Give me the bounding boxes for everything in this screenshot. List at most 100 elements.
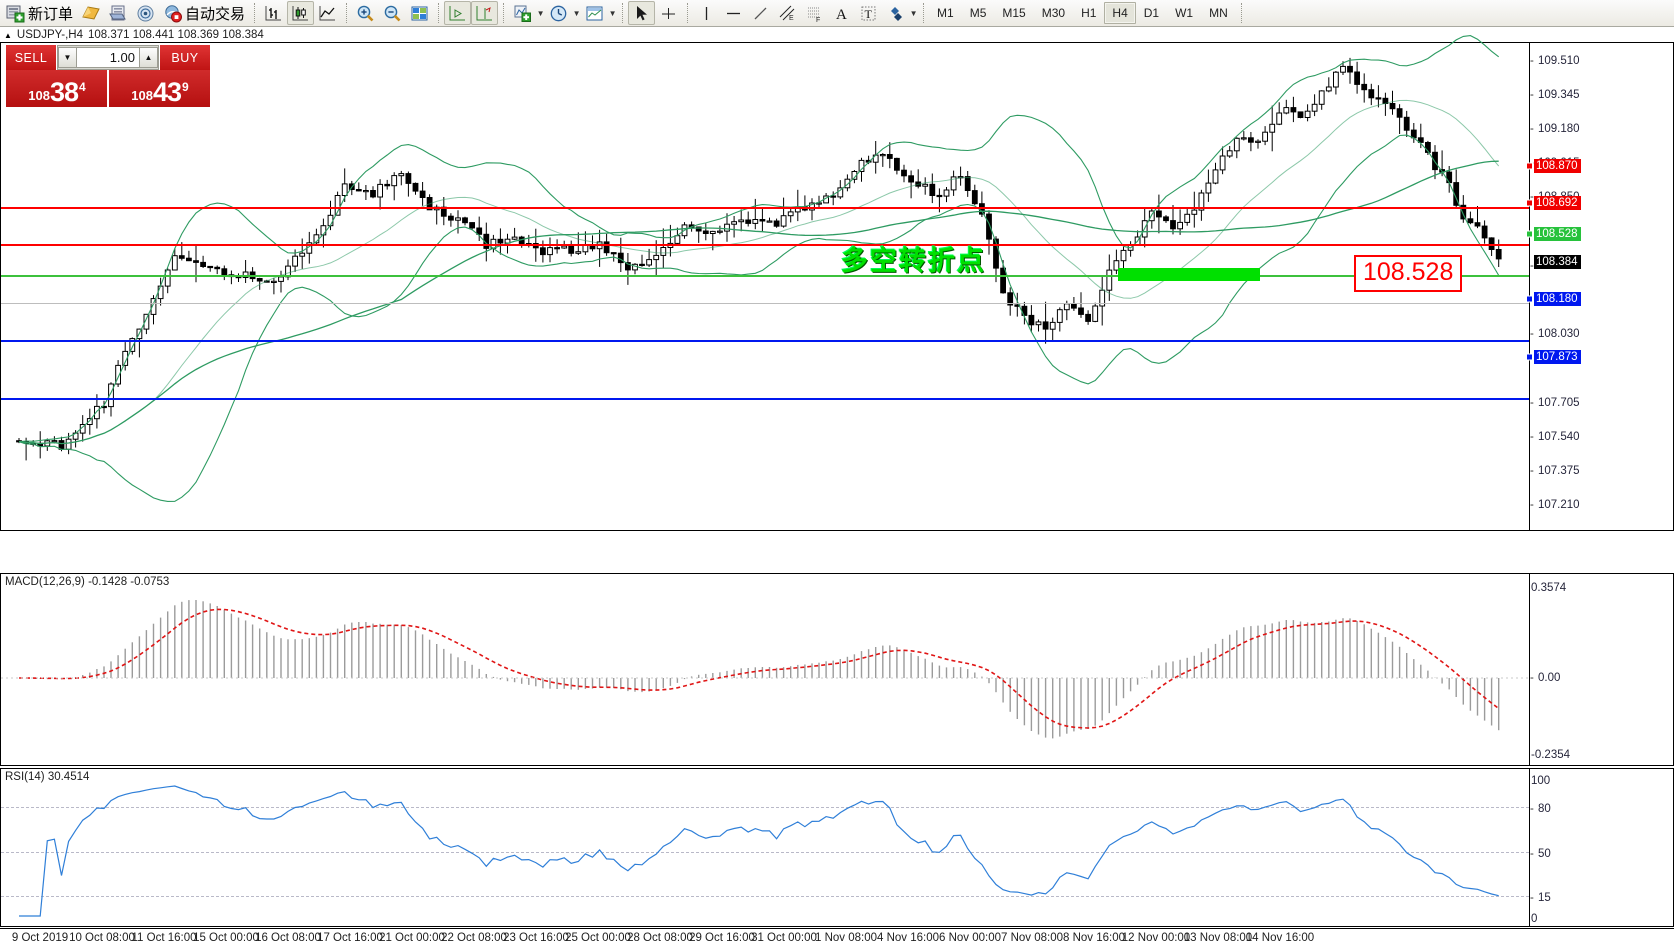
timeframe-m30[interactable]: M30 (1041, 6, 1066, 20)
sell-button[interactable]: SELL (6, 45, 56, 70)
time-axis[interactable]: 9 Oct 2019 10 Oct 08:00 11 Oct 16:00 15 Oct… (0, 928, 1674, 948)
price-tag-107873[interactable]: 107.873 (1526, 350, 1581, 364)
time-axis-label: 12 Nov 00:00 (1121, 932, 1191, 944)
time-axis-label: 13 Nov 08:00 (1183, 932, 1253, 944)
templates-dropdown-caret[interactable]: ▼ (608, 8, 617, 18)
macd-axis[interactable]: 0.3574 -0.00 -0.2354 (1530, 573, 1674, 766)
crosshair-button[interactable] (655, 1, 682, 25)
templates-button[interactable] (581, 1, 608, 25)
price-chart-pane[interactable]: 多空转折点 108.528 (0, 35, 1530, 531)
indicators-icon (514, 5, 532, 22)
text-button[interactable]: T (855, 1, 882, 25)
level-line-108180[interactable] (1, 340, 1529, 342)
buy-price-display[interactable]: 108 43 9 (109, 70, 210, 107)
svg-text:E: E (789, 15, 794, 22)
signals-button[interactable] (132, 1, 159, 25)
volume-stepper[interactable]: ▼ 1.00 ▲ (57, 45, 159, 70)
zoom-in-button[interactable] (352, 1, 379, 25)
cursor-button[interactable] (628, 1, 656, 25)
line-chart-button[interactable] (314, 1, 341, 25)
volume-input[interactable]: 1.00 (77, 47, 139, 68)
tile-windows-button[interactable] (406, 1, 433, 25)
equidistant-channel-button[interactable]: E (774, 1, 801, 25)
timeframe-m1[interactable]: M1 (937, 6, 954, 20)
time-axis-label: 15 Oct 00:00 (193, 932, 259, 944)
level-line-108870[interactable] (1, 207, 1529, 209)
time-axis-label: 1 Nov 08:00 (814, 932, 878, 944)
price-tag-108180[interactable]: 108.180 (1526, 292, 1581, 306)
collapse-triangle-icon[interactable]: ▲ (4, 30, 12, 40)
periods-dropdown-caret[interactable]: ▼ (572, 8, 581, 18)
time-axis-label: 16 Oct 08:00 (255, 932, 321, 944)
timeframe-mn[interactable]: MN (1209, 6, 1228, 20)
rsi-tick: -15 (1530, 892, 1551, 904)
trendline-button[interactable] (747, 1, 774, 25)
open-data-folder-icon (109, 5, 126, 20)
price-tick: -107.210 (1530, 499, 1580, 511)
price-axis[interactable]: -109.510 -109.345 -109.180 -109.015 -108… (1526, 42, 1674, 531)
toolbar-separator (438, 3, 440, 23)
one-click-trading-panel[interactable]: SELL ▼ 1.00 ▲ BUY 108 38 4 108 43 9 (6, 45, 210, 107)
volume-increase-button[interactable]: ▲ (139, 47, 158, 68)
time-axis-label: 4 Nov 16:00 (876, 932, 940, 944)
macd-tick: -0.00 (1530, 672, 1561, 684)
chart-annotation-text[interactable]: 多空转折点 (841, 246, 986, 277)
sell-price-display[interactable]: 108 38 4 (6, 70, 107, 107)
price-tag-108528[interactable]: 108.528 (1526, 227, 1581, 241)
timeframe-d1[interactable]: D1 (1143, 6, 1160, 20)
price-tick: -109.180 (1530, 123, 1580, 135)
volume-decrease-button[interactable]: ▼ (58, 47, 77, 68)
price-tick: -107.375 (1530, 465, 1580, 477)
time-axis-label: 7 Nov 08:00 (1000, 932, 1064, 944)
open-data-folder-button[interactable] (105, 1, 132, 25)
price-tick: -107.540 (1530, 431, 1580, 443)
chart-symbol-label: USDJPY-,H4 (16, 29, 83, 41)
fibonacci-button[interactable]: F (801, 1, 828, 25)
new-order-button[interactable]: 新订单 (2, 1, 77, 25)
timeframe-m15[interactable]: M15 (1002, 6, 1026, 20)
supply-demand-zone[interactable] (1118, 268, 1260, 281)
annotation-price-box[interactable]: 108.528 (1354, 255, 1463, 292)
timeframe-m5[interactable]: M5 (969, 6, 987, 20)
rsi-axis[interactable]: 100 -80 -50 -15 0 (1530, 768, 1674, 927)
price-tag-108870[interactable]: 108.870 (1526, 159, 1581, 173)
chart-shift-button[interactable] (444, 1, 472, 25)
horizontal-line-button[interactable] (720, 1, 747, 25)
indicators-button[interactable] (509, 1, 536, 25)
auto-scroll-button[interactable] (471, 1, 499, 25)
line-chart-icon (319, 5, 336, 20)
timeframe-w1[interactable]: W1 (1175, 6, 1194, 20)
oct-prices-row: 108 38 4 108 43 9 (6, 70, 210, 107)
time-axis-label: 6 Nov 00:00 (938, 932, 1002, 944)
buy-button[interactable]: BUY (160, 45, 210, 70)
timeframe-h4[interactable]: H4 (1104, 2, 1136, 24)
bar-chart-button[interactable] (260, 1, 287, 25)
profile-button[interactable] (77, 1, 105, 25)
rsi-tick: -80 (1530, 803, 1551, 815)
indicators-dropdown-caret[interactable]: ▼ (536, 8, 545, 18)
zoom-out-button[interactable] (379, 1, 406, 25)
timeframe-h1[interactable]: H1 (1081, 6, 1097, 20)
shapes-button[interactable] (882, 1, 909, 25)
periods-button[interactable] (545, 1, 572, 25)
level-line-107873[interactable] (1, 398, 1529, 400)
rsi-pane[interactable]: RSI(14) 30.4514 (0, 768, 1530, 927)
autotrading-button[interactable]: 自动交易 (159, 1, 249, 25)
price-tag-108384: 108.384 (1534, 255, 1581, 269)
shapes-dropdown-caret[interactable]: ▼ (909, 8, 918, 18)
candlestick-chart-button[interactable] (287, 1, 315, 25)
rsi-plot (19, 785, 1499, 917)
price-tick: -107.705 (1530, 397, 1580, 409)
level-line-108692[interactable] (1, 244, 1529, 246)
toolbar-separator (1240, 3, 1242, 23)
macd-pane[interactable]: MACD(12,26,9) -0.1428 -0.0753 (0, 573, 1530, 766)
price-tag-108692[interactable]: 108.692 (1526, 196, 1581, 210)
sell-price-fraction: 4 (79, 80, 86, 94)
text-label-button[interactable]: A (828, 1, 855, 25)
level-line-108528[interactable] (1, 275, 1529, 277)
profile-icon (82, 5, 100, 20)
rsi-level-80 (1, 807, 1529, 808)
fibonacci-icon: F (808, 7, 820, 23)
crosshair-icon (662, 7, 676, 19)
vertical-line-button[interactable] (693, 1, 720, 25)
